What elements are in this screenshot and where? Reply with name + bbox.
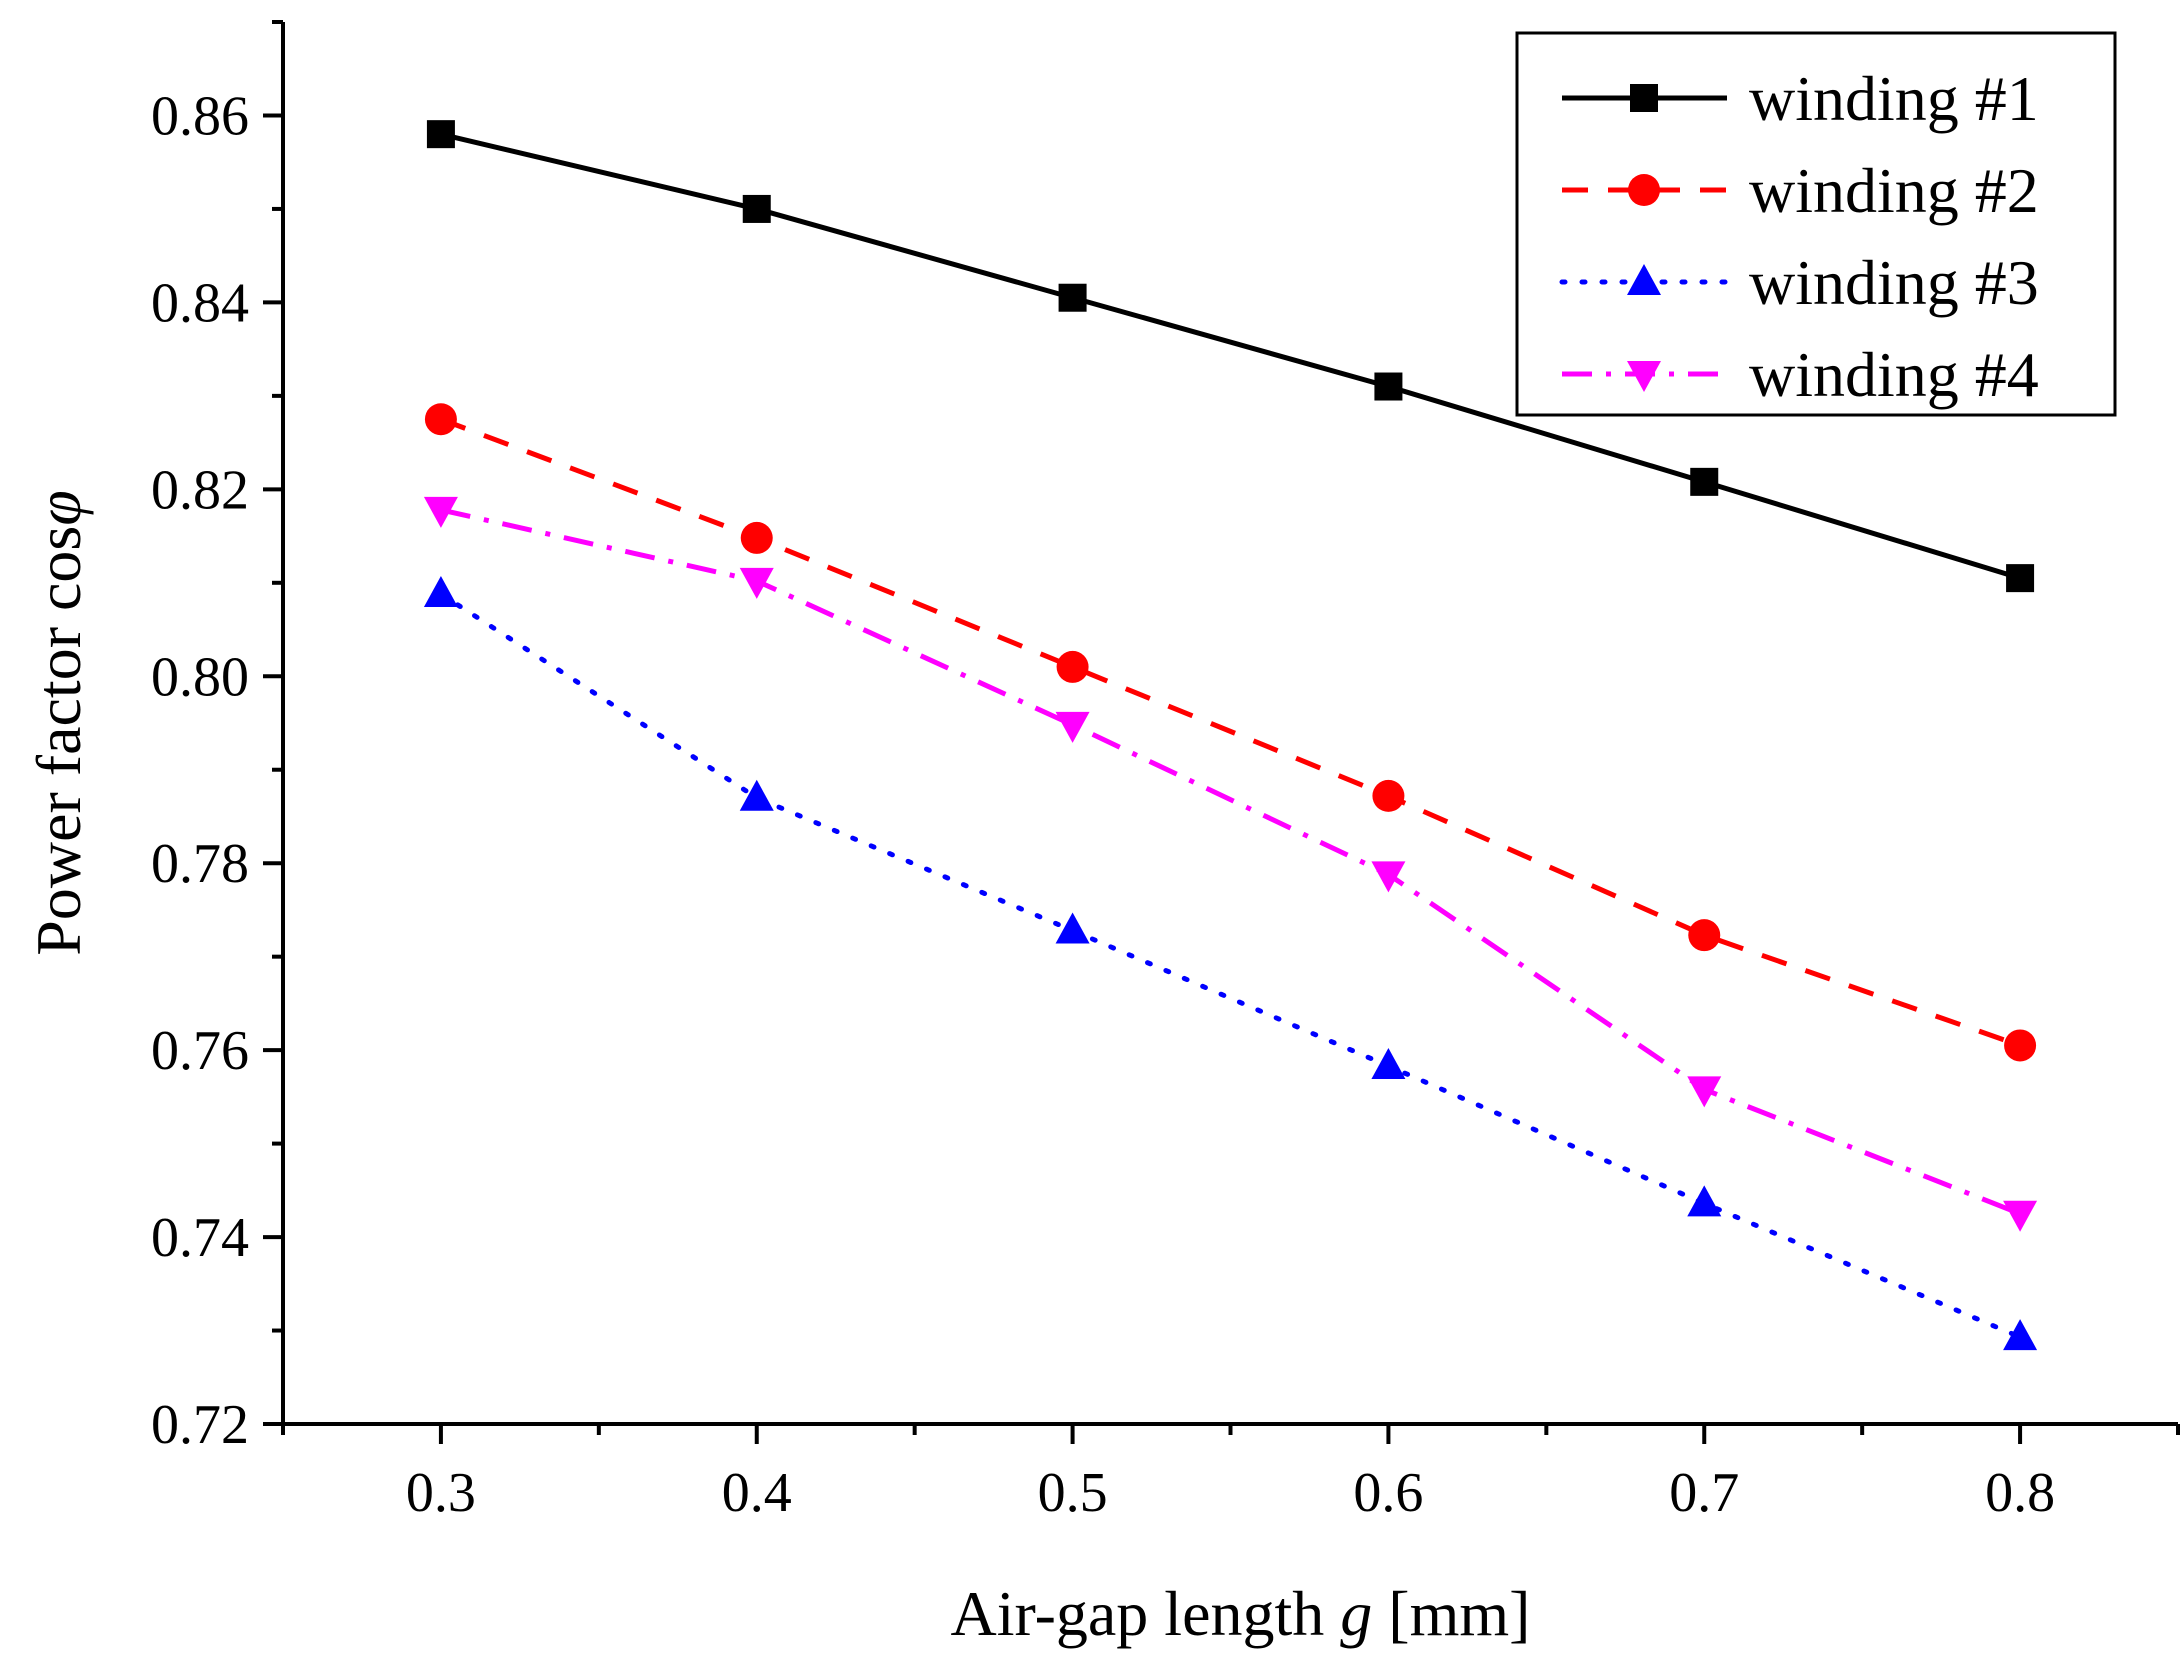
y-tick-label: 0.78 (151, 833, 249, 895)
x-tick-label: 0.4 (722, 1462, 792, 1524)
data-point (1055, 711, 1090, 743)
data-point (2006, 564, 2035, 593)
data-point (1687, 1185, 1722, 1217)
data-point (1055, 912, 1090, 944)
y-axis-title: Power factor cosφ (23, 490, 94, 955)
data-point (426, 120, 455, 149)
series-line-4 (440, 507, 2021, 1217)
data-point (1372, 779, 1405, 812)
data-point (2004, 1029, 2037, 1062)
series-line-3 (438, 591, 2023, 1340)
y-axis-title-prefix: Power factor cos (23, 526, 94, 956)
series-2 (424, 403, 2037, 1062)
data-point (423, 576, 458, 608)
y-tick-label: 0.80 (151, 646, 249, 708)
data-point (1371, 1048, 1406, 1080)
data-point (1687, 1076, 1722, 1108)
legend-item-4: winding #4 (1562, 339, 2039, 410)
plot-area (423, 120, 2038, 1351)
legend-marker (1627, 361, 1661, 392)
series-3 (423, 576, 2038, 1351)
x-axis-title-var: g (1340, 1578, 1372, 1649)
series-4 (423, 496, 2038, 1232)
x-tick-label: 0.6 (1353, 1462, 1423, 1524)
axes: 0.72 0.74 0.76 0.78 0.80 0.82 0.84 0.86 0.3 0.4 0.… (151, 20, 2180, 1524)
data-point (2003, 1319, 2038, 1351)
data-point (1058, 283, 1087, 312)
data-point (1374, 372, 1403, 401)
legend-marker (1627, 264, 1661, 295)
data-point (740, 521, 773, 554)
series-line-2 (440, 416, 2021, 1048)
y-tick-label: 0.82 (151, 459, 249, 521)
x-tick-label: 0.3 (406, 1462, 476, 1524)
y-tick-label: 0.74 (151, 1207, 249, 1269)
legend-marker (1628, 174, 1660, 206)
legend-label: winding #1 (1749, 63, 2039, 134)
legend-marker (1630, 84, 1658, 112)
x-tick-label: 0.5 (1038, 1462, 1108, 1524)
x-axis-title: Air-gap length g [mm] (951, 1578, 1531, 1649)
legend-item-2: winding #2 (1562, 155, 2039, 226)
series-line-1 (440, 131, 2021, 581)
legend-label: winding #3 (1749, 247, 2039, 318)
legend-item-1: winding #1 (1562, 63, 2039, 134)
y-tick-label: 0.76 (151, 1020, 249, 1082)
legend-label: winding #4 (1749, 339, 2039, 410)
x-tick-label: 0.7 (1669, 1462, 1739, 1524)
y-tick-label: 0.72 (151, 1394, 249, 1456)
data-point (423, 496, 458, 528)
legend-label: winding #2 (1749, 155, 2039, 226)
data-point (1688, 919, 1721, 952)
series-1 (426, 120, 2035, 593)
y-axis-title-var: φ (23, 490, 94, 525)
legend: winding #1 winding #2 winding #3 winding #4 (1515, 31, 2117, 417)
data-point (739, 567, 774, 599)
y-tick-label: 0.86 (151, 85, 249, 147)
legend-item-3: winding #3 (1559, 247, 2039, 318)
data-point (1056, 650, 1089, 683)
data-point (742, 194, 771, 223)
data-point (739, 779, 774, 811)
y-tick-label: 0.84 (151, 272, 249, 334)
data-point (1690, 467, 1719, 496)
data-point (424, 403, 457, 436)
x-axis-title-suffix: [mm] (1372, 1578, 1530, 1649)
x-axis-title-prefix: Air-gap length (951, 1578, 1341, 1649)
data-point (2003, 1200, 2038, 1232)
data-point (1371, 861, 1406, 893)
x-tick-label: 0.8 (1985, 1462, 2055, 1524)
